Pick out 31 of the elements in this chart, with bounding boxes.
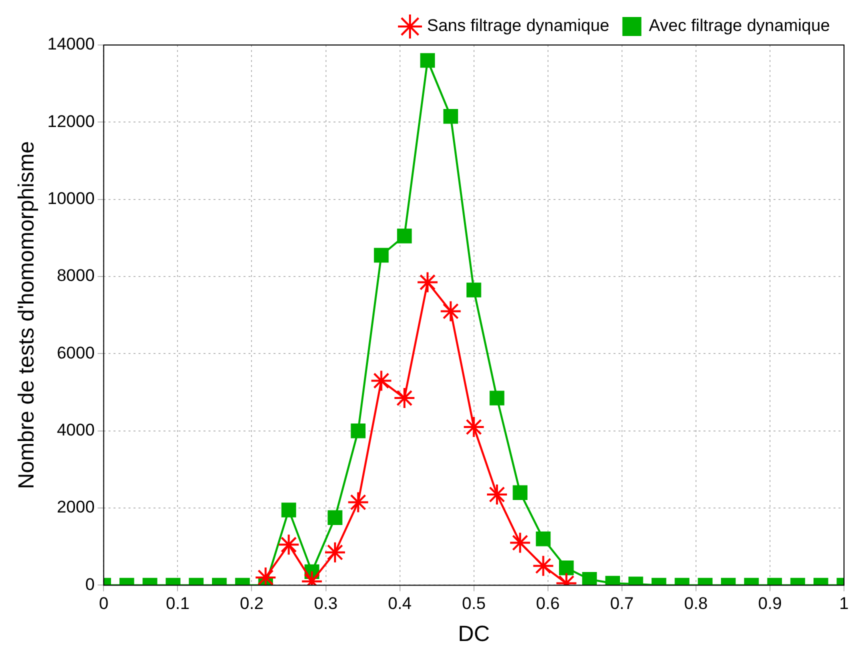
x-tick-label: 0.6 [536,594,560,614]
x-tick-label: 0.4 [388,594,412,614]
point [490,390,504,406]
y-tick-label: 8000 [56,266,95,286]
x-tick-label: 0.9 [758,594,782,614]
point [374,248,389,263]
x-tick-label: 1 [839,594,849,614]
point [416,271,439,294]
y-tick-label: 12000 [47,112,95,131]
x-tick-label: 0.7 [610,594,634,614]
x-tick-label: 0.1 [166,594,190,614]
point [393,387,416,410]
y-tick-label: 4000 [56,420,95,440]
point [397,228,412,244]
y-tick-label: 0 [85,574,95,594]
y-axis-title: Nombre de tests d'homomorphisme [13,141,38,489]
x-tick-label: 0.3 [314,594,338,614]
x-tick-label: 0.5 [462,594,486,614]
y-tick-label: 2000 [56,498,95,517]
y-tick-label: 6000 [56,343,95,362]
x-tick-label: 0.8 [684,594,708,614]
x-tick-label: 0 [98,594,108,614]
legend-label: Avec filtrage dynamique [648,16,830,36]
x-axis-title: DC [458,620,490,646]
legend-label: Sans filtrage dynamique [426,16,610,36]
point [370,370,392,392]
y-tick-label: 14000 [47,34,95,54]
x-tick-label: 0.2 [240,594,264,614]
point [440,300,462,322]
point [466,282,482,298]
y-tick-label: 10000 [47,189,95,208]
